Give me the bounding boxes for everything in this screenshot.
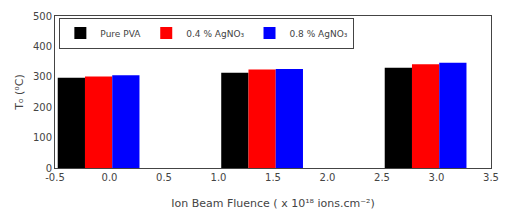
svg-text:0.8 % AgNO₃: 0.8 % AgNO₃ bbox=[290, 29, 348, 39]
svg-text:1.5: 1.5 bbox=[265, 172, 281, 183]
svg-text:1.0: 1.0 bbox=[211, 172, 227, 183]
svg-text:2.0: 2.0 bbox=[320, 172, 336, 183]
svg-text:0.0: 0.0 bbox=[102, 172, 118, 183]
svg-text:2.5: 2.5 bbox=[374, 172, 390, 183]
svg-text:0.5: 0.5 bbox=[156, 172, 172, 183]
svg-text:100: 100 bbox=[33, 132, 52, 143]
svg-text:300: 300 bbox=[33, 71, 52, 82]
svg-text:0.4 % AgNO₃: 0.4 % AgNO₃ bbox=[186, 29, 244, 39]
svg-text:400: 400 bbox=[33, 41, 52, 52]
svg-text:Tₒ (⁰C): Tₒ (⁰C) bbox=[13, 74, 26, 110]
svg-text:0: 0 bbox=[46, 163, 52, 174]
svg-text:Pure PVA: Pure PVA bbox=[100, 29, 141, 39]
svg-text:-0.5: -0.5 bbox=[45, 172, 65, 183]
svg-text:3.0: 3.0 bbox=[429, 172, 445, 183]
svg-text:3.5: 3.5 bbox=[483, 172, 499, 183]
svg-text:500: 500 bbox=[33, 11, 52, 22]
svg-text:200: 200 bbox=[33, 102, 52, 113]
svg-text:Ion Beam Fluence ( x 10¹⁸ ions: Ion Beam Fluence ( x 10¹⁸ ions.cm⁻²) bbox=[171, 197, 374, 210]
